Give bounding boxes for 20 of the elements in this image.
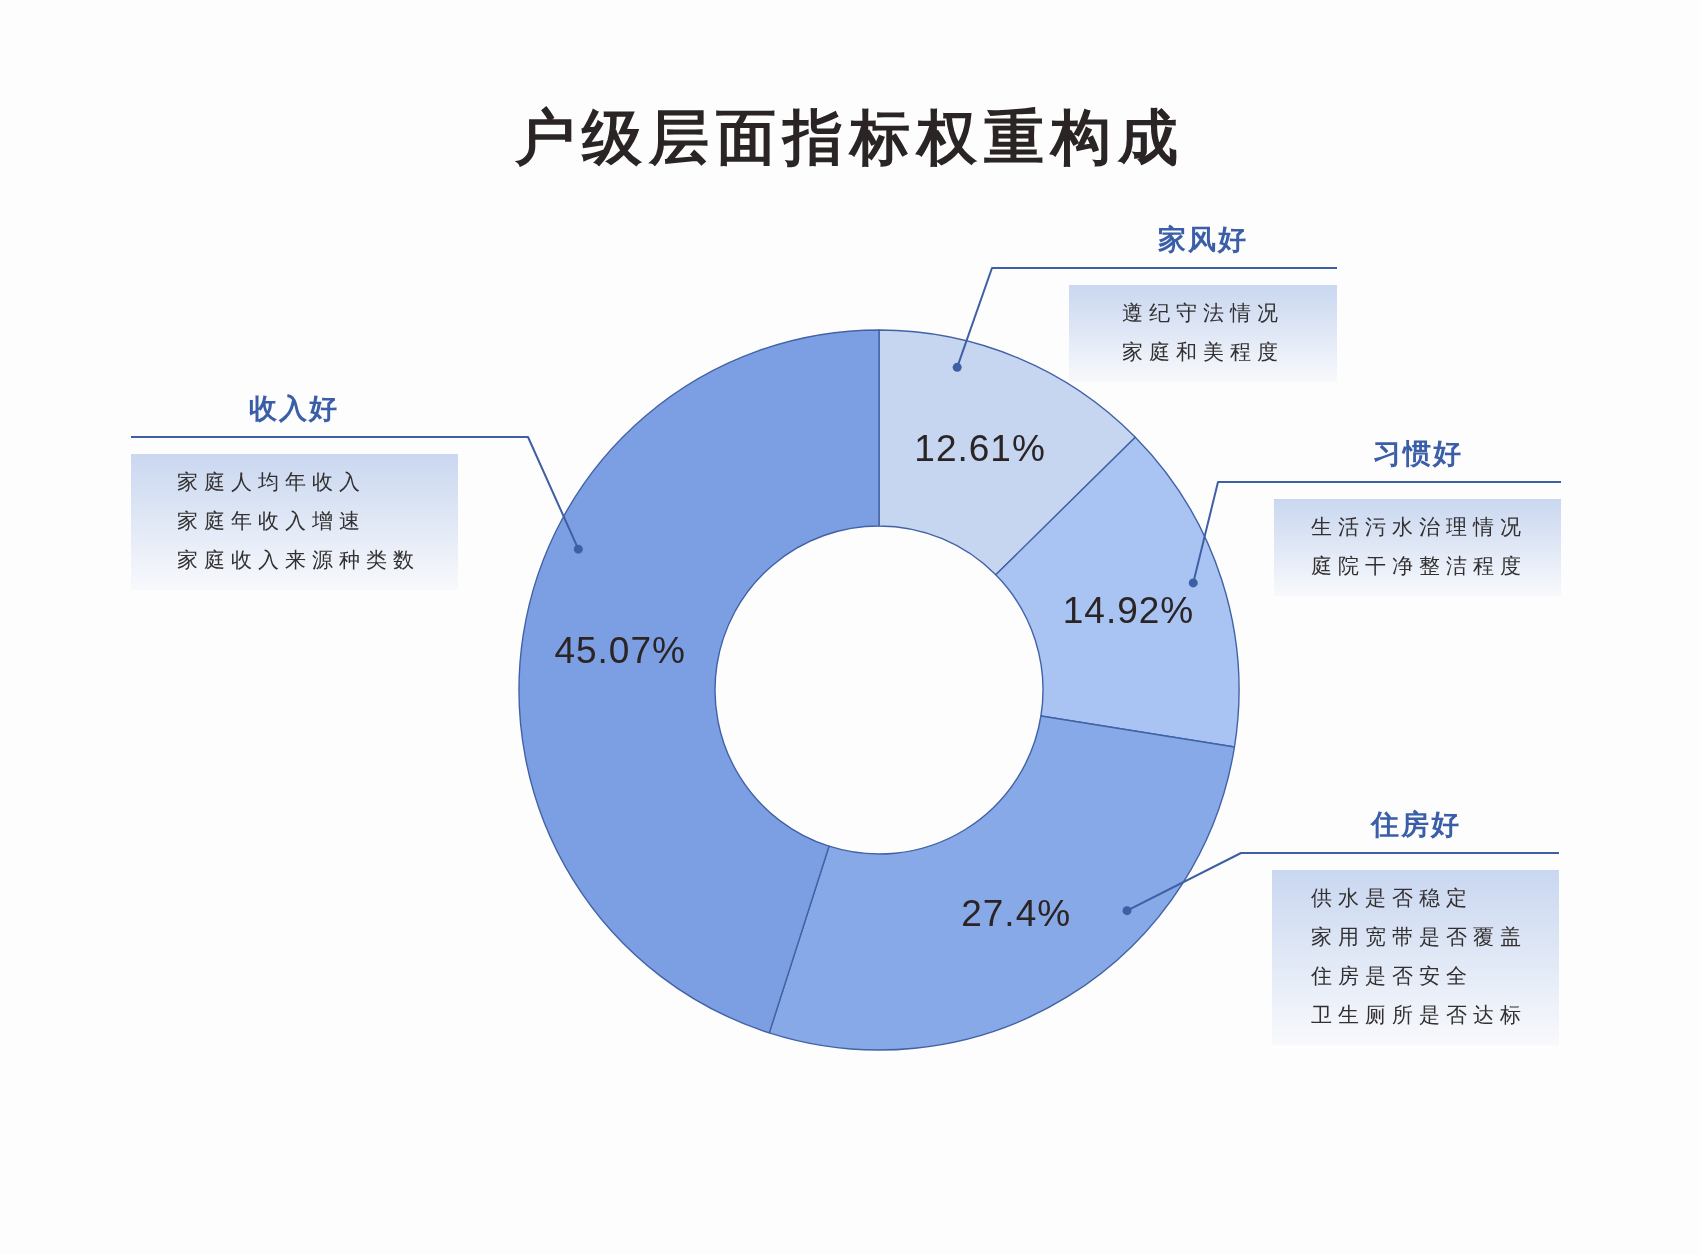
category-label: 住房好 — [1371, 808, 1461, 841]
annotation: 庭院干净整洁程度 — [1311, 554, 1527, 578]
data-label: 14.92% — [1062, 590, 1195, 632]
annotation: 卫生厕所是否达标 — [1311, 1003, 1527, 1027]
category-label: 收入好 — [249, 392, 339, 425]
annotation: 家庭人均年收入 — [177, 470, 366, 494]
data-label: 12.61% — [914, 428, 1046, 470]
annotation: 家用宽带是否覆盖 — [1311, 925, 1527, 949]
data-label: 27.4% — [961, 893, 1072, 935]
annotation: 生活污水治理情况 — [1311, 515, 1527, 539]
annotation: 住房是否安全 — [1311, 964, 1473, 988]
data-label: 45.07% — [554, 629, 686, 671]
category-label: 习惯好 — [1373, 437, 1463, 470]
title: 户级层面指标权重构成 — [515, 102, 1185, 172]
annotation: 遵纪守法情况 — [1122, 301, 1284, 325]
annotation: 家庭年收入增速 — [177, 509, 366, 533]
category-label: 家风好 — [1158, 223, 1248, 256]
annotation: 家庭和美程度 — [1122, 340, 1284, 364]
annotation: 家庭收入来源种类数 — [177, 548, 420, 572]
annotation: 供水是否稳定 — [1311, 886, 1473, 910]
